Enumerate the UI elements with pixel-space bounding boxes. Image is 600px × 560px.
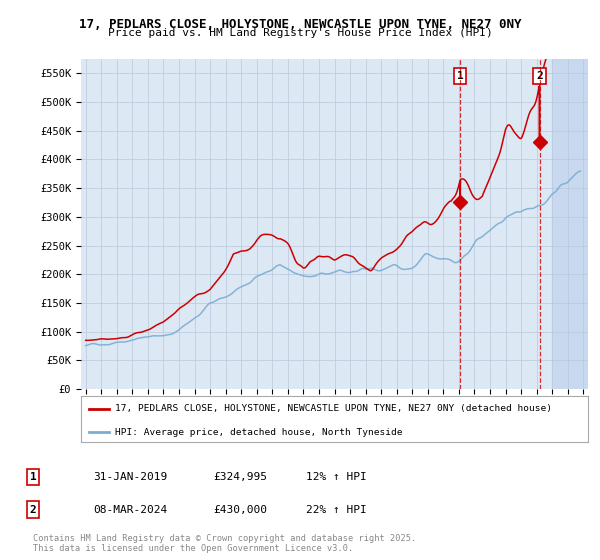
Text: 31-JAN-2019: 31-JAN-2019: [93, 472, 167, 482]
Text: £430,000: £430,000: [213, 505, 267, 515]
Text: HPI: Average price, detached house, North Tyneside: HPI: Average price, detached house, Nort…: [115, 428, 403, 437]
Text: 08-MAR-2024: 08-MAR-2024: [93, 505, 167, 515]
Text: 17, PEDLARS CLOSE, HOLYSTONE, NEWCASTLE UPON TYNE, NE27 0NY: 17, PEDLARS CLOSE, HOLYSTONE, NEWCASTLE …: [79, 18, 521, 31]
Bar: [552, 59, 588, 389]
Text: 1: 1: [29, 472, 37, 482]
Text: 2: 2: [29, 505, 37, 515]
Text: 2: 2: [536, 71, 543, 81]
Text: £324,995: £324,995: [213, 472, 267, 482]
Text: Contains HM Land Registry data © Crown copyright and database right 2025.
This d: Contains HM Land Registry data © Crown c…: [33, 534, 416, 553]
Text: 22% ↑ HPI: 22% ↑ HPI: [306, 505, 367, 515]
Text: 12% ↑ HPI: 12% ↑ HPI: [306, 472, 367, 482]
Bar: [552, 59, 588, 389]
Text: 1: 1: [457, 71, 464, 81]
Text: 17, PEDLARS CLOSE, HOLYSTONE, NEWCASTLE UPON TYNE, NE27 0NY (detached house): 17, PEDLARS CLOSE, HOLYSTONE, NEWCASTLE …: [115, 404, 553, 413]
Text: Price paid vs. HM Land Registry's House Price Index (HPI): Price paid vs. HM Land Registry's House …: [107, 28, 493, 38]
